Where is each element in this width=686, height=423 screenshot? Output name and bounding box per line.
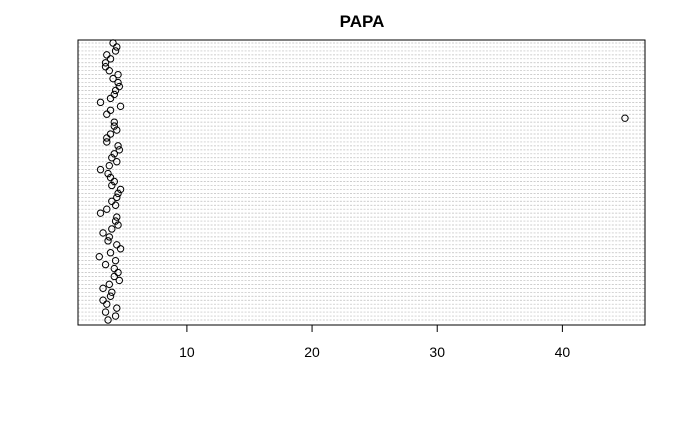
data-point xyxy=(99,229,107,237)
data-point xyxy=(104,169,112,178)
data-point xyxy=(106,106,115,114)
data-point xyxy=(105,67,113,75)
data-point xyxy=(113,241,121,249)
data-point xyxy=(105,161,113,170)
data-point xyxy=(114,189,122,198)
grid-lines xyxy=(78,42,645,321)
data-point xyxy=(109,74,117,83)
data-point xyxy=(105,233,113,241)
data-point xyxy=(105,280,113,289)
data-point xyxy=(99,284,107,293)
x-tick-label: 30 xyxy=(429,344,445,360)
data-point xyxy=(108,288,116,296)
data-point xyxy=(101,59,110,67)
data-point xyxy=(111,201,120,209)
chart-title: PAPA xyxy=(340,12,385,31)
data-point xyxy=(111,47,120,55)
data-point xyxy=(103,110,111,118)
data-point xyxy=(108,225,116,233)
data-point xyxy=(106,249,115,257)
data-point xyxy=(110,272,118,281)
data-point xyxy=(108,154,116,162)
data-point xyxy=(104,316,112,324)
data-point xyxy=(110,177,118,186)
data-point xyxy=(113,126,121,134)
data-point xyxy=(110,118,118,126)
data-point xyxy=(111,86,120,95)
data-point xyxy=(106,292,115,300)
data-point xyxy=(110,90,118,99)
data-point xyxy=(111,256,120,265)
data-point xyxy=(106,173,115,182)
x-tick-label: 40 xyxy=(555,344,571,360)
data-point xyxy=(96,209,105,217)
data-point xyxy=(96,165,105,174)
data-point xyxy=(116,245,125,253)
data-point xyxy=(116,102,125,111)
data-point xyxy=(103,51,111,59)
data-point xyxy=(114,70,122,79)
data-point xyxy=(95,252,103,261)
data-point xyxy=(113,213,121,221)
data-point xyxy=(108,181,116,190)
data-point xyxy=(115,276,124,285)
data-point xyxy=(115,82,124,91)
data-point xyxy=(106,94,115,103)
data-point xyxy=(113,43,121,51)
data-point xyxy=(111,312,120,320)
data-point xyxy=(113,304,121,312)
data-point xyxy=(114,78,122,87)
data-point xyxy=(621,114,629,122)
data-point xyxy=(110,264,118,273)
x-tick-label: 10 xyxy=(179,344,195,360)
data-point xyxy=(101,260,110,269)
x-tick-label: 20 xyxy=(304,344,320,360)
data-point xyxy=(101,63,110,71)
data-point xyxy=(113,158,121,166)
data-point xyxy=(103,134,111,142)
data-point xyxy=(103,205,111,213)
data-point xyxy=(106,130,115,138)
data-point xyxy=(104,237,112,245)
data-point xyxy=(114,221,122,229)
data-point xyxy=(110,150,118,158)
data-point xyxy=(114,268,122,277)
data-point xyxy=(111,217,120,225)
data-point xyxy=(103,138,111,146)
data-point xyxy=(96,98,105,107)
data-points xyxy=(95,39,629,324)
data-point xyxy=(115,146,124,154)
data-point xyxy=(113,193,121,202)
data-point xyxy=(116,185,125,194)
data-point xyxy=(110,122,118,130)
plot-frame xyxy=(77,39,646,326)
data-point xyxy=(103,300,111,308)
x-axis: 10 20 30 40 xyxy=(179,325,570,360)
data-point xyxy=(101,308,110,316)
data-point xyxy=(106,55,115,63)
data-point xyxy=(99,296,107,304)
data-point xyxy=(108,197,116,205)
data-point xyxy=(114,142,122,150)
